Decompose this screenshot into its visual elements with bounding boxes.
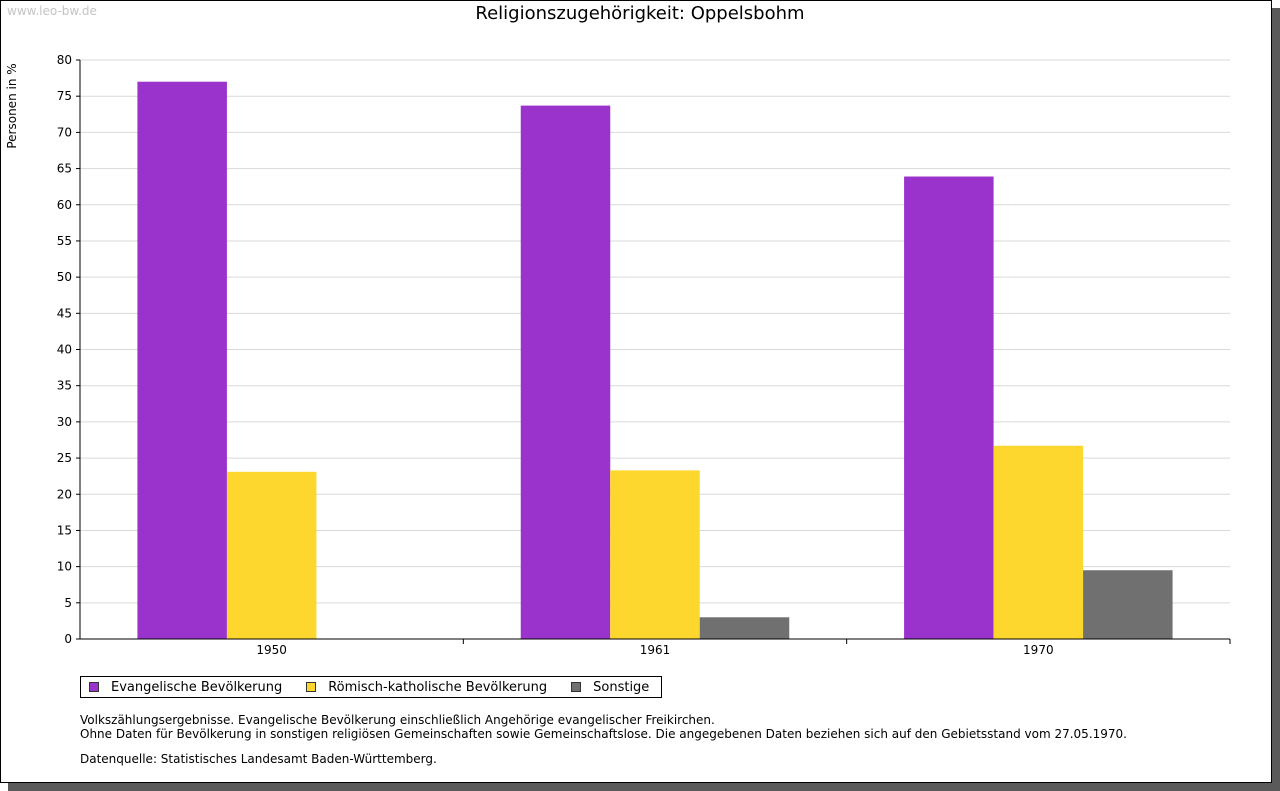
bar-1961-3 xyxy=(699,617,790,639)
y-tick-label-75: 75 xyxy=(57,89,72,103)
y-tick-label-30: 30 xyxy=(57,415,72,429)
y-tick-label-50: 50 xyxy=(57,270,72,284)
y-tick-label-35: 35 xyxy=(57,379,72,393)
y-tick-label-60: 60 xyxy=(57,198,72,212)
chart-title: Religionszugehörigkeit: Oppelsbohm xyxy=(475,3,805,24)
bar-chart: 0 5 10 15 20 25 30 35 40 45 50 55 60 65 70 75 80 1950 196… xyxy=(5,53,1231,657)
bar-1970-1 xyxy=(904,176,994,639)
y-tick-label-70: 70 xyxy=(57,125,72,139)
bar-1970-3 xyxy=(1083,570,1173,639)
y-tick-label-15: 15 xyxy=(57,523,72,537)
bars xyxy=(137,81,1173,639)
legend: Evangelische Bevölkerung Römisch-katholis… xyxy=(80,676,663,698)
bar-1970-2 xyxy=(993,445,1084,639)
legend-label-2: Römisch-katholische Bevölkerung xyxy=(328,679,548,695)
watermark: www.leo-bw.de xyxy=(7,4,97,18)
legend-swatch-3 xyxy=(571,682,582,692)
y-tick-label-5: 5 xyxy=(64,596,72,610)
y-axis-label: Personen in % xyxy=(5,63,19,148)
legend-item-2: Römisch-katholische Bevölkerung xyxy=(306,680,547,695)
legend-swatch-2 xyxy=(306,682,317,692)
legend-swatch-1 xyxy=(89,682,99,692)
legend-item-3: Sonstige xyxy=(571,680,649,695)
y-tick-labels: 0 5 10 15 20 25 30 35 40 45 50 55 60 65 70 75 80 xyxy=(57,53,72,646)
y-tick-label-10: 10 xyxy=(57,560,72,574)
legend-item-1: Evangelische Bevölkerung xyxy=(89,680,282,695)
bar-1961-1 xyxy=(520,105,611,639)
axes xyxy=(76,59,1231,644)
legend-label-1: Evangelische Bevölkerung xyxy=(111,679,283,695)
bar-1961-2 xyxy=(610,470,700,639)
y-tick-label-65: 65 xyxy=(57,162,72,176)
y-tick-label-0: 0 xyxy=(64,632,72,646)
footnote-line-1: Volkszählungsergebnisse. Evangelische Be… xyxy=(80,713,715,727)
y-tick-label-40: 40 xyxy=(57,343,72,357)
y-tick-label-80: 80 xyxy=(57,53,72,67)
bar-1950-2 xyxy=(226,471,317,639)
y-tick-label-25: 25 xyxy=(57,451,72,465)
x-tick-label-1950: 1950 xyxy=(256,643,287,657)
y-tick-label-55: 55 xyxy=(57,234,72,248)
frame-shadow-bottom xyxy=(8,783,1280,791)
legend-label-3: Sonstige xyxy=(593,679,650,695)
data-source: Datenquelle: Statistisches Landesamt Bad… xyxy=(80,752,437,766)
x-tick-labels: 1950 1961 1970 xyxy=(256,643,1053,657)
x-tick-label-1961: 1961 xyxy=(640,643,671,657)
frame-shadow-right xyxy=(1272,8,1280,791)
y-tick-label-45: 45 xyxy=(57,306,72,320)
x-tick-label-1970: 1970 xyxy=(1023,643,1054,657)
footnote-line-2: Ohne Daten für Bevölkerung in sonstigen … xyxy=(80,727,1127,741)
footnotes: Volkszählungsergebnisse. Evangelische Be… xyxy=(80,713,1127,741)
bar-1950-1 xyxy=(137,81,227,639)
y-tick-label-20: 20 xyxy=(57,487,72,501)
